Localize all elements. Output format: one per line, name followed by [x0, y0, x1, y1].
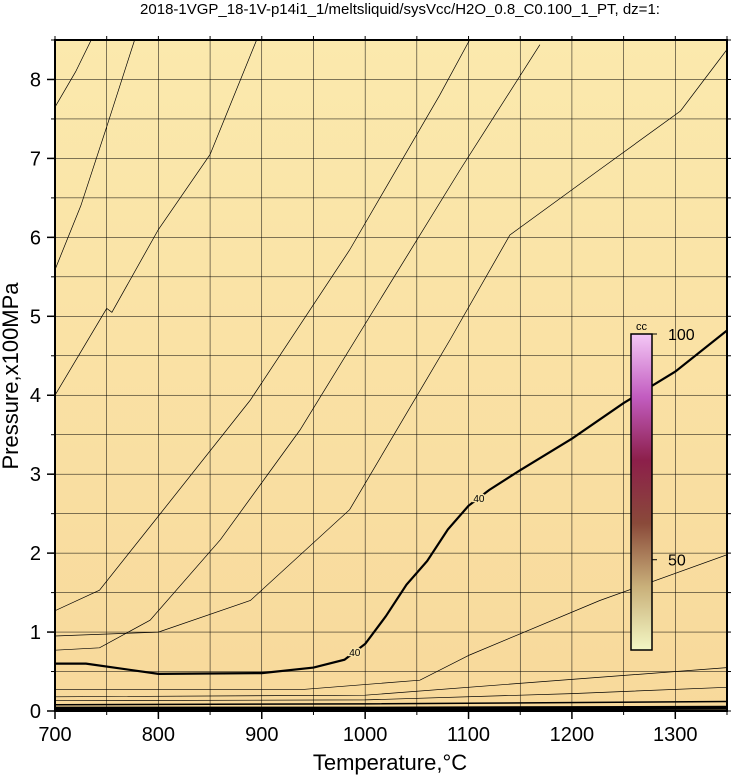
y-tick-label: 0 [30, 701, 41, 723]
y-tick-label: 5 [30, 306, 41, 328]
colorbar-tick-label: 100 [668, 327, 695, 344]
y-tick-label: 7 [30, 148, 41, 170]
x-axis-label: Temperature,°C [313, 750, 467, 775]
colorbar-tick-label: 50 [668, 553, 686, 570]
chart-title: 2018-1VGP_18-1V-p14i1_1/meltsliquid/sysV… [140, 1, 660, 18]
x-tick-label: 800 [142, 724, 175, 746]
contours: 40 40 [55, 40, 727, 711]
contour-line [55, 700, 727, 706]
plot-frame [54, 39, 728, 712]
y-tick-label: 1 [30, 622, 41, 644]
x-tick-label: 700 [38, 724, 71, 746]
contour-line [55, 329, 727, 676]
y-axis-label: Pressure,x100MPa [0, 282, 23, 470]
y-tick-label: 2 [30, 543, 41, 565]
x-tick-label: 1100 [447, 724, 490, 746]
x-tick-label: 1300 [653, 724, 698, 746]
colorbar [630, 333, 653, 651]
contour-line [55, 554, 727, 691]
y-tick-label: 8 [30, 69, 41, 91]
contour-line [55, 40, 257, 396]
contour-line [55, 705, 727, 711]
x-tick-label: 1000 [343, 724, 388, 746]
contour-line [55, 40, 135, 270]
contour-label: 40 [349, 648, 361, 659]
contour-line [55, 44, 541, 651]
colorbar-label: cc [636, 321, 648, 333]
x-tick-label: 900 [245, 724, 278, 746]
contour-line [55, 49, 727, 637]
y-tick-label: 3 [30, 464, 41, 486]
y-tick-label: 4 [30, 385, 41, 407]
x-tick-label: 1200 [550, 724, 595, 746]
contour-line [55, 40, 92, 108]
contour-line [55, 667, 727, 698]
plot-background [55, 40, 727, 711]
contour-label: 40 [473, 494, 485, 505]
contour-line [55, 686, 727, 702]
y-tick-label: 6 [30, 227, 41, 249]
contour-line [55, 40, 470, 612]
